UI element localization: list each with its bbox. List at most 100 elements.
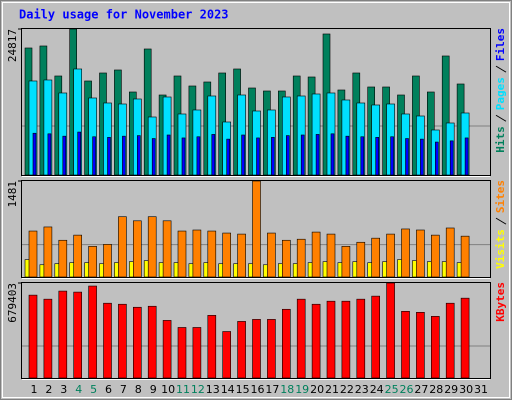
bar xyxy=(371,295,381,379)
bar xyxy=(252,319,261,379)
y-tick-label: 24817 xyxy=(6,29,19,62)
bar xyxy=(401,311,410,379)
legend-separator xyxy=(495,114,507,122)
bar xyxy=(32,132,37,176)
bar xyxy=(241,134,245,176)
x-tick-label: 27 xyxy=(414,383,428,396)
bar xyxy=(386,233,395,278)
legend-entry: KBytes xyxy=(494,282,507,322)
x-tick-label: 26 xyxy=(400,383,414,396)
bar xyxy=(177,327,187,379)
bar xyxy=(181,137,186,176)
bar xyxy=(133,306,142,379)
bar xyxy=(267,232,276,278)
bar xyxy=(237,233,246,278)
bar xyxy=(445,227,455,278)
bar xyxy=(122,135,126,176)
x-tick-label: 30 xyxy=(459,383,473,396)
bar xyxy=(326,233,336,278)
bar xyxy=(256,137,260,176)
x-tick-label: 7 xyxy=(120,383,127,396)
x-tick-label: 21 xyxy=(325,383,339,396)
y-tick-label: 1481 xyxy=(6,181,19,208)
x-tick-label: 25 xyxy=(385,383,399,396)
bar xyxy=(207,230,217,278)
x-tick-label: 1 xyxy=(31,383,38,396)
bar xyxy=(88,246,97,278)
x-tick-label: 28 xyxy=(429,383,443,396)
bar xyxy=(58,239,68,278)
bar xyxy=(345,135,350,176)
bar xyxy=(226,138,230,176)
x-tick-label: 12 xyxy=(191,383,205,396)
bar xyxy=(330,133,335,176)
bar xyxy=(62,135,67,176)
bar xyxy=(390,136,394,176)
bar xyxy=(375,137,380,176)
x-tick-label: 18 xyxy=(280,383,294,396)
bar xyxy=(143,48,152,176)
bar xyxy=(211,134,216,176)
x-tick-label: 4 xyxy=(75,383,82,396)
bar xyxy=(237,321,246,379)
bar xyxy=(252,180,261,278)
legend: KBytes xyxy=(494,282,507,322)
bar xyxy=(296,298,306,379)
legend-separator xyxy=(495,65,507,73)
bar xyxy=(147,305,157,379)
bar xyxy=(77,131,81,176)
legend-separators xyxy=(495,65,507,122)
bar xyxy=(73,291,82,379)
legend-entry: Sites xyxy=(494,180,507,213)
bar xyxy=(28,294,38,379)
bar xyxy=(441,55,450,176)
legend-separators xyxy=(495,217,507,225)
bar xyxy=(341,300,351,379)
bar xyxy=(118,303,127,379)
x-tick-label: 31 xyxy=(474,383,488,396)
x-tick-label: 14 xyxy=(221,383,235,396)
bar xyxy=(133,220,142,278)
bar xyxy=(137,135,141,176)
bar xyxy=(371,237,381,278)
bar xyxy=(222,331,231,379)
bar xyxy=(311,231,321,278)
bar xyxy=(43,298,53,379)
bar xyxy=(416,229,425,278)
bar xyxy=(196,136,201,176)
bar xyxy=(103,244,112,278)
bar xyxy=(356,298,366,379)
x-tick-label: 17 xyxy=(265,383,279,396)
bar xyxy=(315,134,320,176)
bar xyxy=(162,320,172,379)
bar xyxy=(58,290,68,379)
y-tick-label: 679403 xyxy=(6,283,19,323)
x-tick-label: 10 xyxy=(161,383,175,396)
bar xyxy=(356,241,366,278)
x-tick-label: 2 xyxy=(45,383,52,396)
bar xyxy=(47,133,52,176)
bar xyxy=(300,134,305,176)
bar xyxy=(285,135,290,176)
bar xyxy=(416,312,425,379)
x-tick-label: 15 xyxy=(236,383,250,396)
bar xyxy=(103,302,112,379)
bar xyxy=(420,138,424,176)
legend-entry: Files xyxy=(494,28,507,61)
x-tick-label: 13 xyxy=(206,383,220,396)
bar xyxy=(296,238,306,278)
bar xyxy=(271,137,275,176)
x-tick-label: 6 xyxy=(105,383,112,396)
bar xyxy=(386,282,395,379)
bar xyxy=(326,300,336,379)
bar xyxy=(460,235,470,278)
bar xyxy=(177,230,187,278)
bar xyxy=(281,239,291,278)
x-tick-label: 16 xyxy=(251,383,265,396)
x-tick-label: 3 xyxy=(60,383,67,396)
legend-separator xyxy=(495,217,507,225)
x-tick-label: 20 xyxy=(310,383,324,396)
x-tick-label: 9 xyxy=(150,383,157,396)
